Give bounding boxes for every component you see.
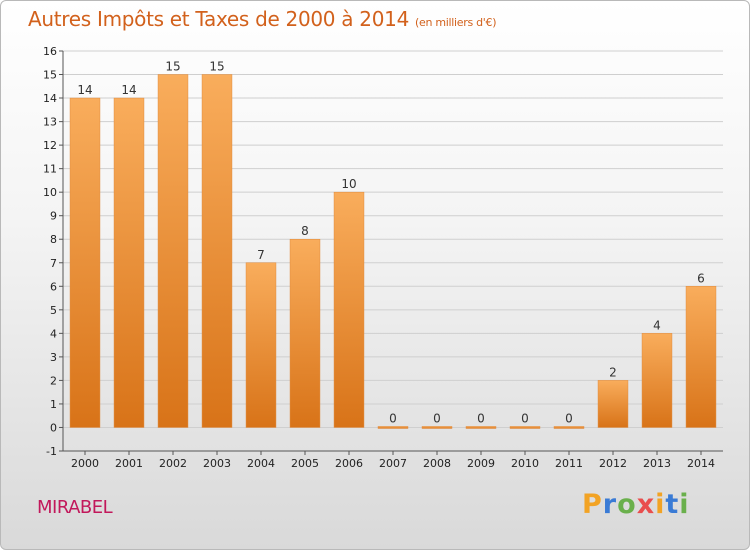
x-tick-label: 2003 <box>203 457 231 470</box>
data-label-2002: 15 <box>165 60 180 74</box>
logo-letter: i <box>679 489 690 520</box>
bar-2002 <box>157 74 189 428</box>
y-tick-label: 4 <box>50 327 57 340</box>
x-tick-label: 2000 <box>71 457 99 470</box>
data-label-2010: 0 <box>521 411 529 425</box>
x-tick-label: 2010 <box>511 457 539 470</box>
logo-letter: P <box>582 489 603 520</box>
bar-2008 <box>421 426 453 429</box>
data-label-2000: 14 <box>77 83 92 97</box>
data-label-2012: 2 <box>609 365 617 379</box>
data-label-2004: 7 <box>257 248 265 262</box>
x-tick-label: 2012 <box>599 457 627 470</box>
data-label-2009: 0 <box>477 411 485 425</box>
logo-letter: x <box>636 489 656 520</box>
y-tick-label: 3 <box>50 351 57 364</box>
bar-2000 <box>69 97 101 428</box>
commune-name: MIRABEL <box>37 497 113 518</box>
logo-letter: r <box>602 489 618 520</box>
bar-2010 <box>509 426 541 429</box>
data-label-2013: 4 <box>653 318 661 332</box>
y-tick-label: 8 <box>50 233 57 246</box>
x-tick-label: 2008 <box>423 457 451 470</box>
x-tick-label: 2013 <box>643 457 671 470</box>
x-tick-label: 2014 <box>687 457 715 470</box>
bar-2004 <box>245 262 277 428</box>
data-label-2007: 0 <box>389 411 397 425</box>
chart-title-text: Autres Impôts et Taxes de 2000 à 2014 <box>28 7 409 31</box>
x-tick-label: 2005 <box>291 457 319 470</box>
y-tick-label: 16 <box>43 45 57 58</box>
y-tick-label: 14 <box>43 92 57 105</box>
x-tick-label: 2009 <box>467 457 495 470</box>
bar-2014 <box>685 286 717 428</box>
x-tick-label: 2004 <box>247 457 275 470</box>
data-label-2011: 0 <box>565 411 573 425</box>
y-tick-label: 2 <box>50 374 57 387</box>
data-label-2008: 0 <box>433 411 441 425</box>
chart-subtitle: (en milliers d'€) <box>415 16 497 29</box>
bar-2007 <box>377 426 409 429</box>
logo-letter: i <box>655 489 666 520</box>
y-tick-label: 5 <box>50 304 57 317</box>
x-tick-label: 2002 <box>159 457 187 470</box>
bar-2011 <box>553 426 585 429</box>
data-label-2014: 6 <box>697 271 705 285</box>
data-label-2006: 10 <box>341 177 356 191</box>
x-tick-label: 2001 <box>115 457 143 470</box>
y-tick-label: 11 <box>43 163 57 176</box>
bar-2009 <box>465 426 497 429</box>
logo-letter: o <box>617 489 637 520</box>
y-tick-label: 0 <box>50 421 57 434</box>
y-tick-label: 7 <box>50 257 57 270</box>
bar-2013 <box>641 333 673 428</box>
x-tick-label: 2011 <box>555 457 583 470</box>
y-tick-label: 15 <box>43 69 57 82</box>
data-label-2003: 15 <box>209 60 224 74</box>
y-tick-label: 12 <box>43 139 57 152</box>
y-tick-label: -1 <box>46 445 57 458</box>
bar-2005 <box>289 238 321 428</box>
y-tick-label: 6 <box>50 280 57 293</box>
data-label-2005: 8 <box>301 224 309 238</box>
bar-2006 <box>333 191 365 428</box>
bar-2012 <box>597 380 629 428</box>
x-tick-label: 2007 <box>379 457 407 470</box>
y-tick-label: 9 <box>50 210 57 223</box>
data-label-2001: 14 <box>121 83 136 97</box>
y-tick-label: 1 <box>50 398 57 411</box>
bar-2001 <box>113 97 145 428</box>
y-tick-label: 10 <box>43 186 57 199</box>
proxiti-logo: Proxiti <box>582 489 690 520</box>
x-tick-label: 2006 <box>335 457 363 470</box>
bar-2003 <box>201 74 233 428</box>
y-tick-label: 13 <box>43 116 57 129</box>
chart-title: Autres Impôts et Taxes de 2000 à 2014 (en… <box>28 7 496 31</box>
logo-letter: t <box>665 489 680 520</box>
